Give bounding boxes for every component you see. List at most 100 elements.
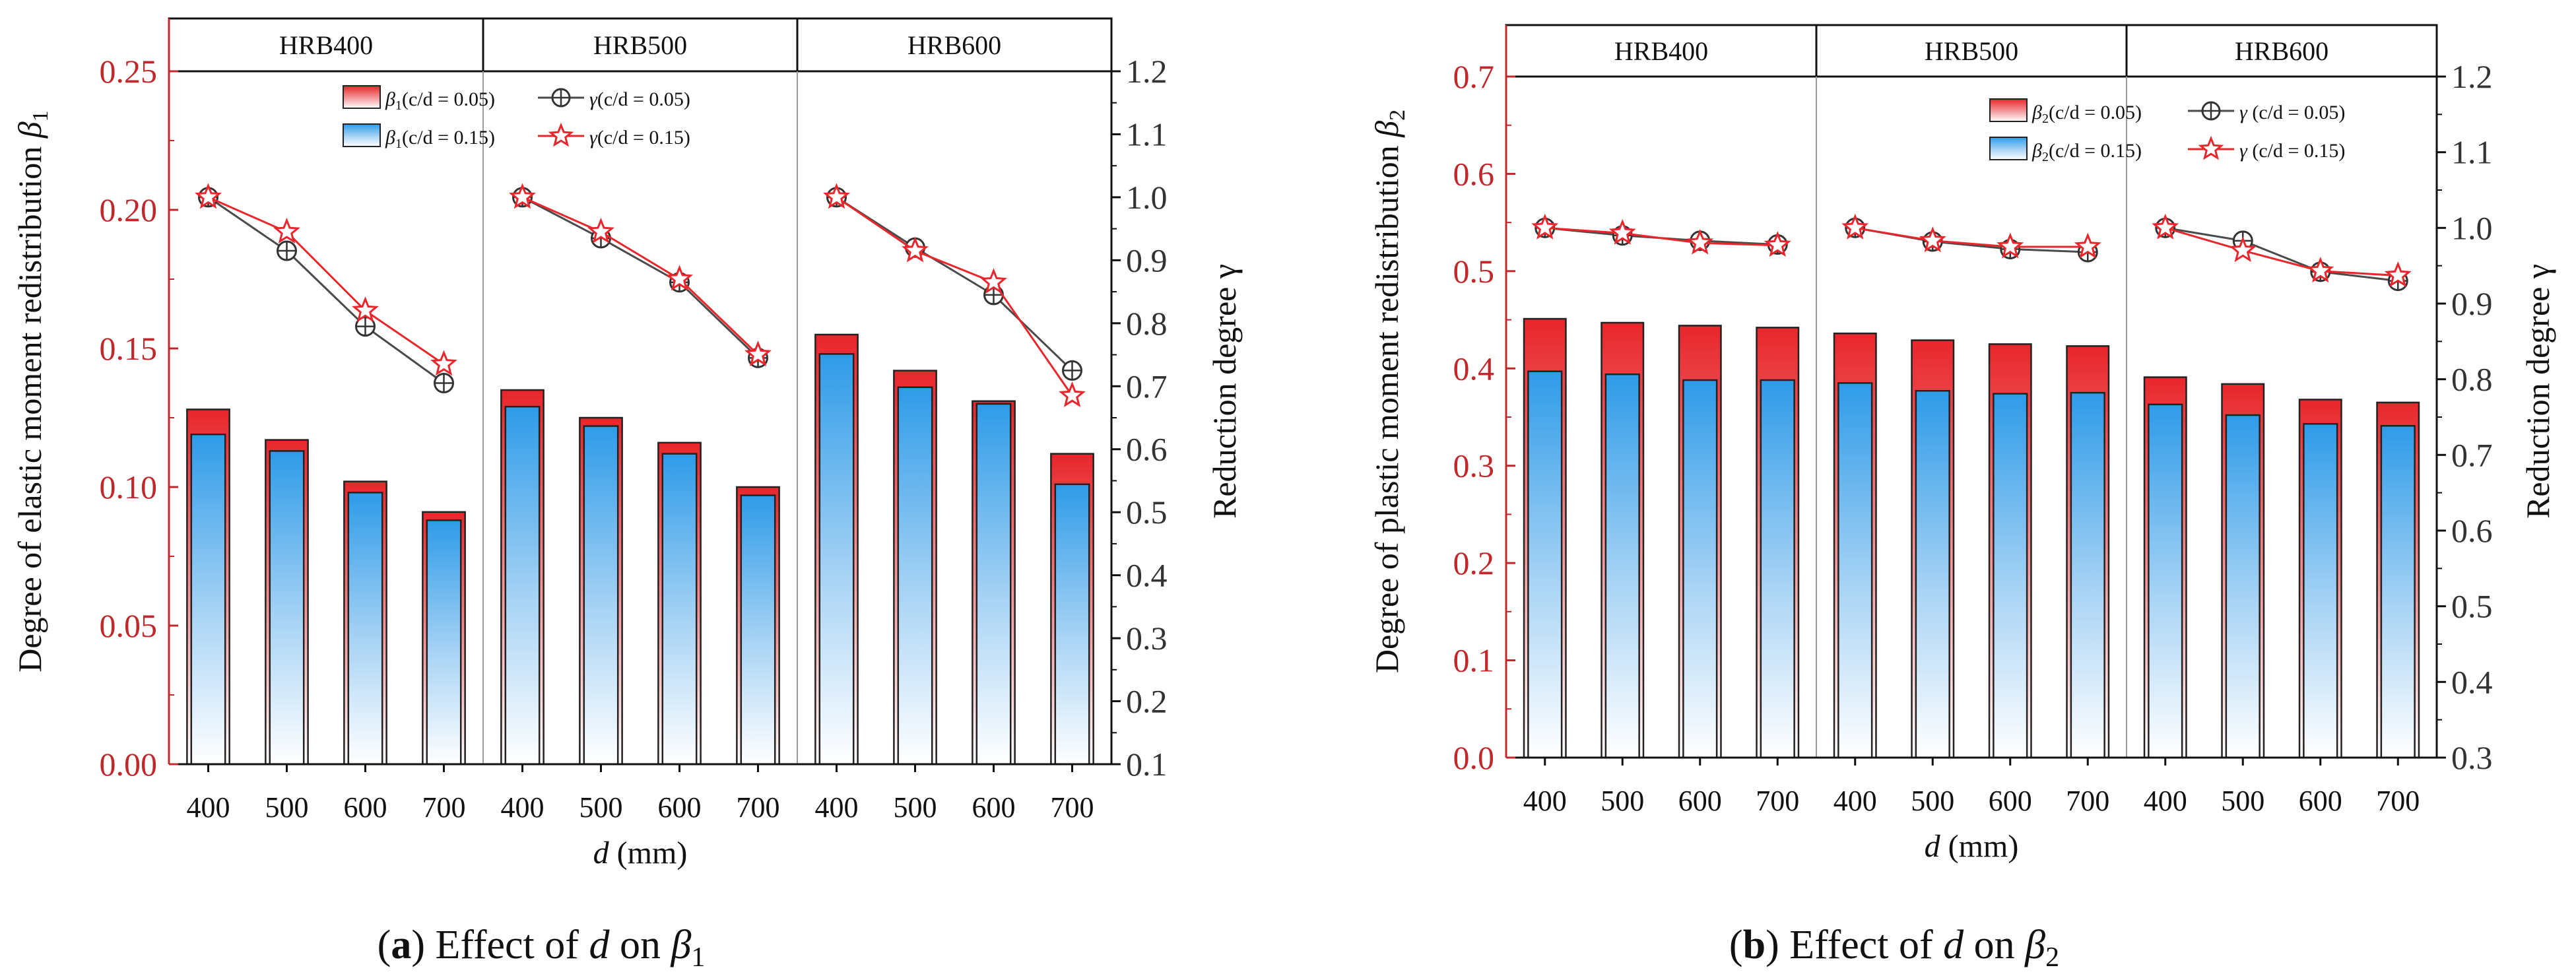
caption-paren: (	[1729, 923, 1743, 967]
y-right-tick-label: 1.2	[1126, 53, 1168, 90]
y-right-tick-label: 0.5	[1126, 494, 1168, 531]
y-right-tick-label: 1.1	[2451, 134, 2493, 171]
y-right-tick-label: 0.2	[1126, 683, 1168, 720]
y-left-tick-label: 0.1	[1453, 642, 1495, 679]
legend-rest: (c/d = 0.05)	[402, 88, 495, 110]
x-axis-var: d	[1925, 829, 1941, 864]
legend-marker	[548, 122, 574, 147]
y-left-tick-label: 0.0	[1453, 739, 1495, 776]
marker-gamma-015	[1531, 213, 1559, 240]
chart-panel-a: HRB400 HRB500 HRB600 0.00 0.05 0.10 0.15 0.20 0.…	[11, 17, 1243, 973]
y-right-tick-label: 1.2	[2451, 58, 2493, 95]
line-series-gamma-005	[836, 196, 1073, 372]
caption-sub: 1	[691, 942, 705, 973]
group-label: HRB400	[279, 30, 373, 60]
y-left-tick-label: 0.3	[1453, 447, 1495, 484]
marker-gamma-015	[2384, 261, 2412, 287]
x-tick-label: 600	[1989, 785, 2032, 817]
legend-sub: 1	[395, 98, 402, 113]
x-tick-label: 400	[1523, 785, 1567, 817]
caption-label: b	[1743, 923, 1766, 967]
marker-gamma-015	[1608, 218, 1636, 245]
figure-caption: (b) Effect of d on β2	[1729, 923, 2059, 973]
caption-var: d	[589, 923, 610, 967]
x-tick-label: 600	[972, 791, 1016, 824]
y-left-tick-label: 0.20	[100, 191, 158, 228]
legend-rest: (c/d = 0.15)	[2049, 140, 2142, 162]
caption-var: d	[1943, 923, 1964, 967]
legend-sym: β	[2031, 140, 2042, 162]
legend-rest: (c/d = 0.05)	[2049, 102, 2142, 123]
marker-gamma-015	[980, 268, 1007, 294]
y-left-tick-label: 0.4	[1453, 350, 1495, 387]
y-left-tick-label: 0.7	[1453, 58, 1495, 95]
bar-series-2	[504, 405, 541, 766]
marker-gamma-015	[1997, 232, 2024, 259]
marker-gamma-015	[823, 183, 850, 209]
legend-sym: β	[385, 88, 395, 110]
y-right-tick-label: 0.1	[1126, 746, 1168, 783]
bar-series-2	[1527, 370, 1563, 759]
y-left-title-sym: β	[1368, 121, 1405, 138]
legend-label: γ (c/d = 0.05)	[2239, 102, 2345, 123]
y-right-tick-label: 0.5	[2451, 588, 2493, 625]
marker-gamma-015	[509, 183, 536, 209]
x-axis-unit: (mm)	[1940, 829, 2019, 864]
legend-sym: β	[385, 127, 395, 148]
y-left-axis-title: Degree of elastic moment redistribution …	[11, 110, 53, 672]
bar-series-2	[1682, 379, 1718, 759]
x-tick-label: 400	[187, 791, 230, 824]
y-right-tick-label: 0.9	[1126, 242, 1168, 278]
marker-gamma-005	[355, 316, 376, 337]
marker-gamma-015	[195, 183, 222, 209]
x-tick-label: 700	[2376, 785, 2420, 817]
caption-text: ) Effect of	[411, 923, 589, 967]
marker-gamma-015	[1059, 381, 1086, 407]
y-left-title-sub: 1	[28, 110, 53, 121]
marker-gamma-015	[666, 265, 693, 291]
y-right-tick-label: 1.0	[2451, 209, 2493, 246]
marker-gamma-015	[430, 350, 457, 376]
x-tick-label: 600	[344, 791, 387, 824]
bar-series-2	[2148, 403, 2183, 759]
y-right-axis-title: Reduction degree γ	[1206, 264, 1243, 519]
x-axis-unit: (mm)	[609, 835, 688, 870]
y-right-tick-label: 0.4	[1126, 557, 1168, 594]
x-axis-title: d (mm)	[1925, 829, 2019, 864]
line-series-gamma-015	[1855, 226, 2088, 248]
x-tick-label: 500	[894, 791, 937, 824]
bar-series-2	[2303, 423, 2338, 759]
bar-series-2	[190, 433, 226, 766]
x-tick-label: 700	[737, 791, 780, 824]
y-left-tick-label: 0.2	[1453, 544, 1495, 581]
bar-series-2	[1993, 393, 2028, 759]
legend-label: γ(c/d = 0.05)	[589, 88, 690, 110]
bar-series-2	[1915, 389, 1950, 759]
line-series-gamma-015	[2165, 226, 2398, 277]
legend-sub: 2	[2042, 112, 2049, 126]
caption-label: a	[391, 923, 411, 967]
caption-text: ) Effect of	[1766, 923, 1943, 967]
legend-marker	[551, 88, 571, 108]
y-right-tick-label: 0.8	[1126, 305, 1168, 342]
y-left-tick-label: 0.5	[1453, 253, 1495, 290]
group-header-strip	[168, 17, 1113, 73]
x-tick-label: 600	[658, 791, 702, 824]
legend-swatch	[343, 123, 381, 147]
legend-sym: γ	[589, 88, 598, 110]
y-left-tick-label: 0.6	[1453, 155, 1495, 192]
caption-paren: (	[378, 923, 391, 967]
x-tick-label: 500	[265, 791, 309, 824]
line-series-gamma-005	[1855, 226, 2088, 253]
y-right-tick-label: 0.7	[1126, 368, 1168, 405]
bar-series-2	[426, 519, 462, 766]
legend-rest: (c/d = 0.05)	[2247, 102, 2346, 123]
legend-sym: γ	[2239, 140, 2248, 162]
y-left-title-text: Degree of elastic moment redistribution	[11, 138, 48, 672]
marker-gamma-005	[1062, 360, 1082, 381]
y-left-title-sym: β	[11, 121, 48, 139]
y-left-title-text: Degree of plastic moment redistribution	[1368, 137, 1405, 673]
x-tick-label: 400	[815, 791, 859, 824]
legend-rest: (c/d = 0.05)	[597, 88, 690, 110]
